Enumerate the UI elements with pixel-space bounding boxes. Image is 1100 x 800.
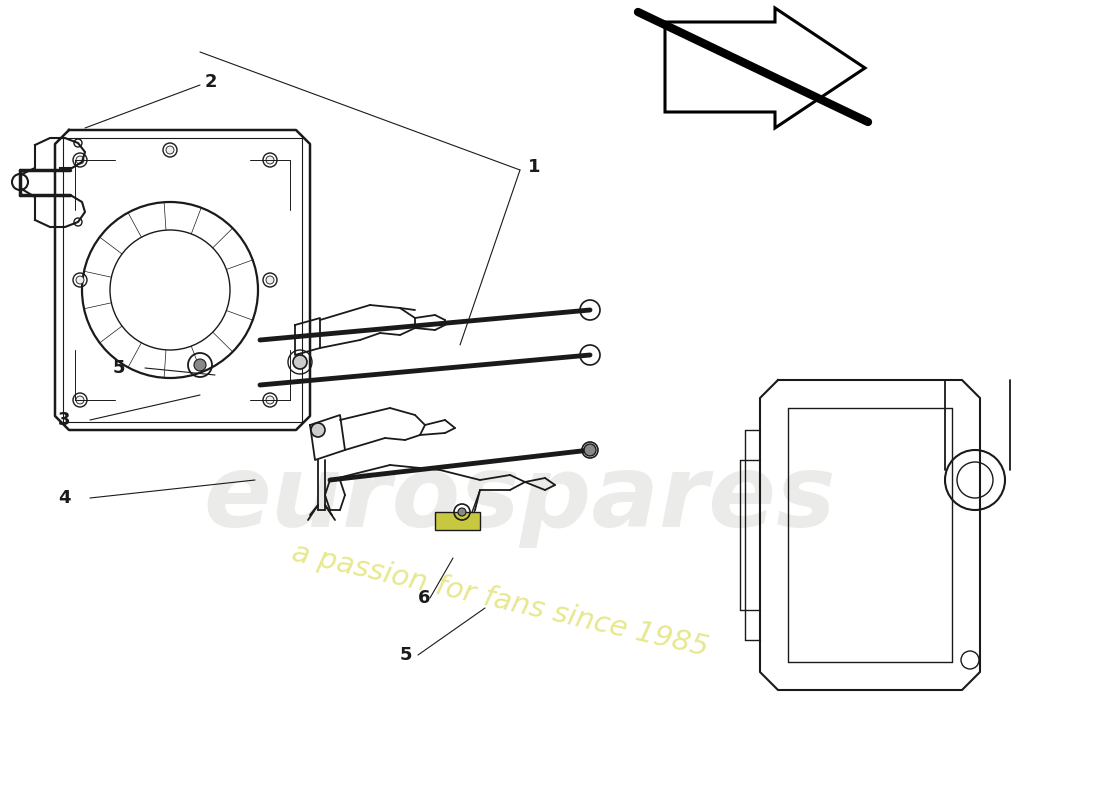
Text: 5: 5 <box>400 646 412 664</box>
Text: a passion for fans since 1985: a passion for fans since 1985 <box>289 538 711 662</box>
Circle shape <box>76 156 84 164</box>
Circle shape <box>166 146 174 154</box>
Circle shape <box>293 355 307 369</box>
Text: 5: 5 <box>113 359 125 377</box>
Circle shape <box>76 396 84 404</box>
Text: eurospares: eurospares <box>204 451 836 549</box>
Text: 6: 6 <box>418 589 430 607</box>
Text: 2: 2 <box>205 73 218 91</box>
Circle shape <box>584 444 596 456</box>
Text: 4: 4 <box>58 489 70 507</box>
Text: 3: 3 <box>58 411 70 429</box>
Circle shape <box>266 396 274 404</box>
Circle shape <box>76 276 84 284</box>
Text: 1: 1 <box>528 158 540 176</box>
Bar <box>434 512 480 530</box>
Circle shape <box>266 156 274 164</box>
Circle shape <box>311 423 324 437</box>
Polygon shape <box>666 8 865 128</box>
Circle shape <box>266 276 274 284</box>
Circle shape <box>458 508 466 516</box>
Circle shape <box>194 359 206 371</box>
